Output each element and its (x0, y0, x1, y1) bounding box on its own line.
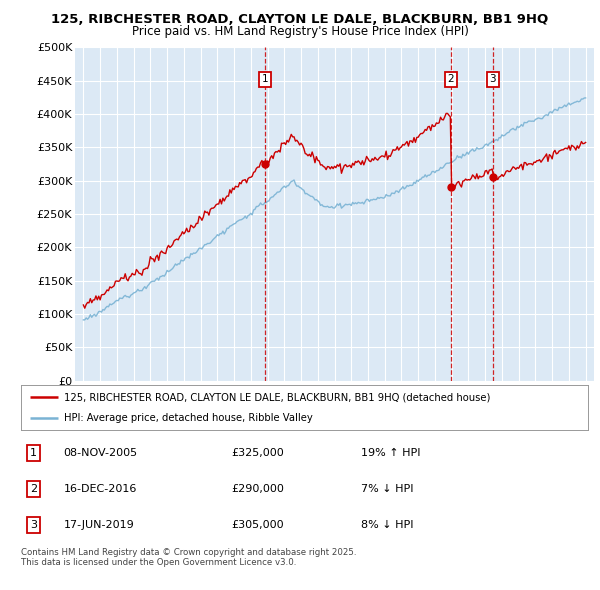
Text: Price paid vs. HM Land Registry's House Price Index (HPI): Price paid vs. HM Land Registry's House … (131, 25, 469, 38)
Text: 3: 3 (30, 520, 37, 530)
Text: £305,000: £305,000 (231, 520, 283, 530)
Text: 16-DEC-2016: 16-DEC-2016 (64, 484, 137, 494)
Text: £325,000: £325,000 (231, 448, 284, 458)
Text: 17-JUN-2019: 17-JUN-2019 (64, 520, 134, 530)
Text: 2: 2 (30, 484, 37, 494)
Text: 7% ↓ HPI: 7% ↓ HPI (361, 484, 414, 494)
Text: HPI: Average price, detached house, Ribble Valley: HPI: Average price, detached house, Ribb… (64, 412, 312, 422)
Text: £290,000: £290,000 (231, 484, 284, 494)
Text: 3: 3 (490, 74, 496, 84)
Text: Contains HM Land Registry data © Crown copyright and database right 2025.
This d: Contains HM Land Registry data © Crown c… (21, 548, 356, 567)
Text: 125, RIBCHESTER ROAD, CLAYTON LE DALE, BLACKBURN, BB1 9HQ: 125, RIBCHESTER ROAD, CLAYTON LE DALE, B… (52, 13, 548, 26)
Text: 1: 1 (262, 74, 269, 84)
Text: 125, RIBCHESTER ROAD, CLAYTON LE DALE, BLACKBURN, BB1 9HQ (detached house): 125, RIBCHESTER ROAD, CLAYTON LE DALE, B… (64, 392, 490, 402)
Text: 8% ↓ HPI: 8% ↓ HPI (361, 520, 414, 530)
Text: 08-NOV-2005: 08-NOV-2005 (64, 448, 137, 458)
Text: 2: 2 (448, 74, 454, 84)
Text: 1: 1 (30, 448, 37, 458)
Text: 19% ↑ HPI: 19% ↑ HPI (361, 448, 421, 458)
